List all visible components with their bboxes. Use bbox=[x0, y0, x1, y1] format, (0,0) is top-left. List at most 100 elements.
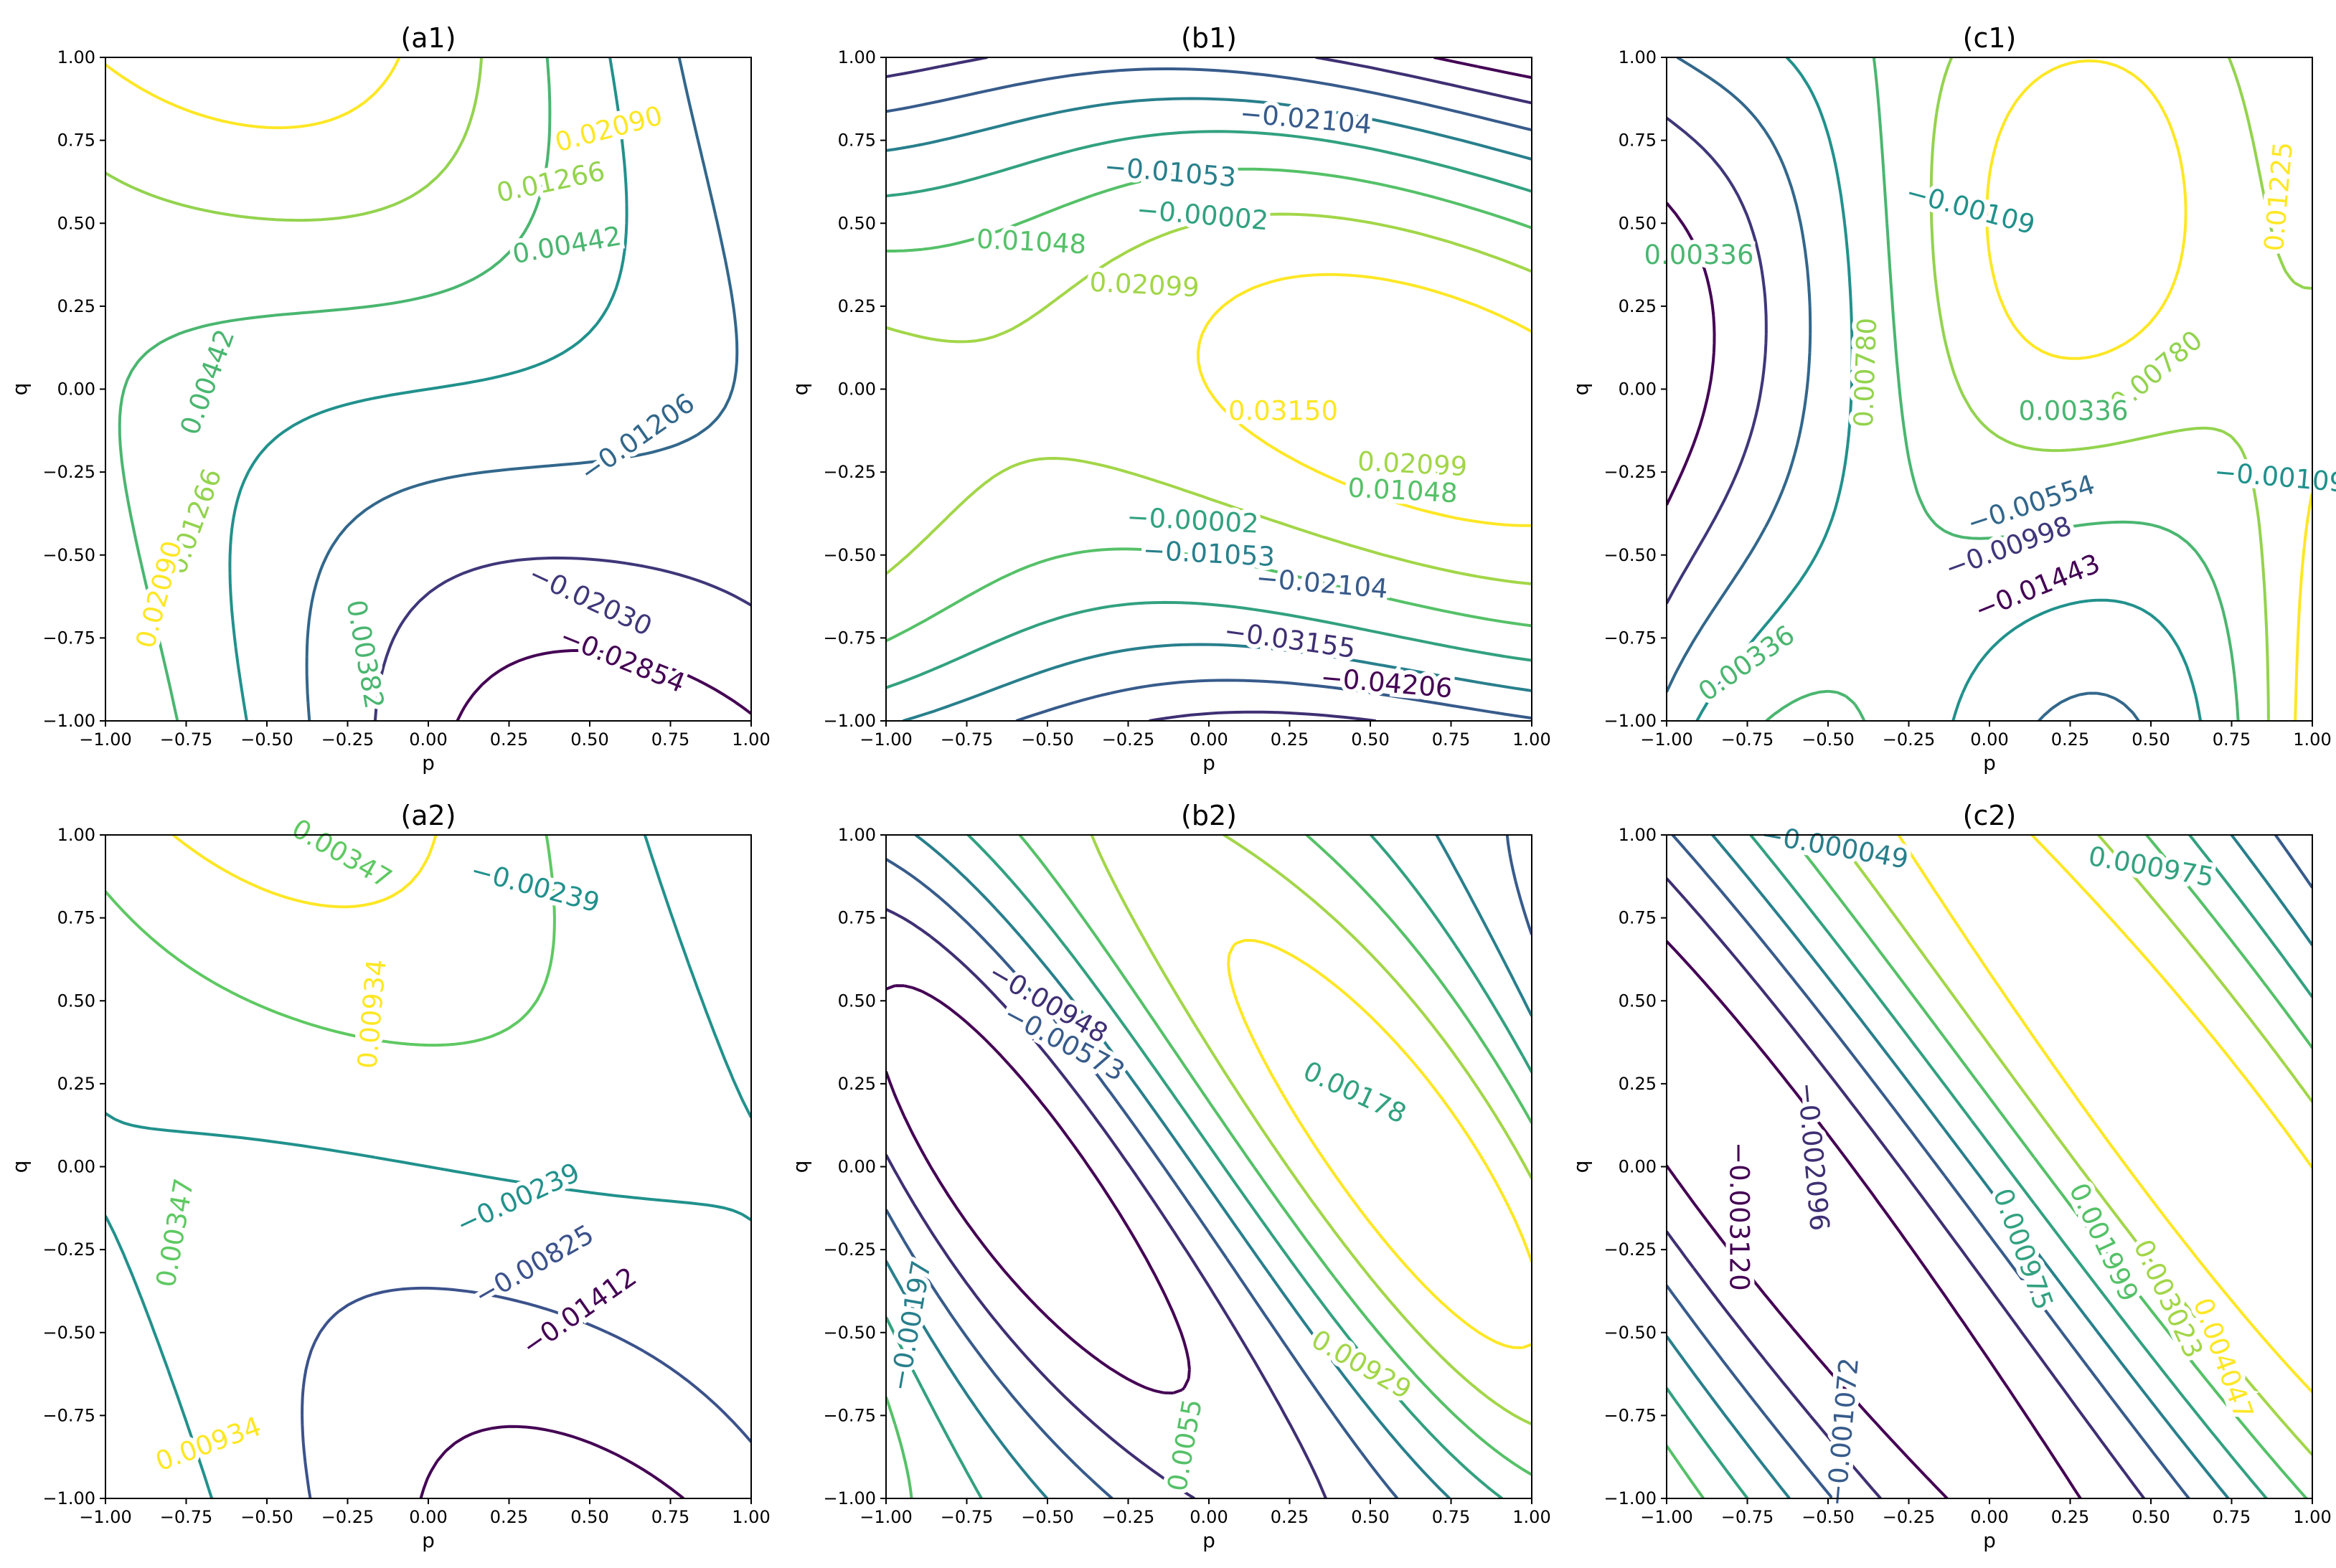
contour-level-0 bbox=[886, 984, 1191, 1395]
contour-label: −0.00109 bbox=[2213, 456, 2336, 499]
contour-label: −0.00109 bbox=[1903, 176, 2038, 240]
contour-level-6 bbox=[105, 57, 401, 130]
contour-label: −0.02104 bbox=[1255, 562, 1389, 605]
y-tick-label: −0.50 bbox=[823, 1323, 876, 1343]
y-tick-label: −1.00 bbox=[823, 711, 876, 731]
y-tick-label: 0.00 bbox=[1619, 1157, 1657, 1177]
contour-level-3 bbox=[886, 97, 1532, 721]
y-axis-label: q bbox=[8, 383, 32, 396]
contour-lines bbox=[105, 57, 751, 721]
contour-level-6 bbox=[1833, 835, 2312, 1456]
contour-level-4 bbox=[1667, 835, 2312, 1498]
x-tick-label: 0.00 bbox=[1190, 1507, 1228, 1527]
y-tick-label: −0.50 bbox=[42, 1323, 95, 1343]
contour-label: 0.01266 bbox=[494, 156, 608, 209]
contour-label: −0.01206 bbox=[575, 387, 700, 488]
contour-label: 0.01225 bbox=[2259, 141, 2299, 252]
x-tick-label: −0.25 bbox=[1102, 729, 1155, 750]
contour-label: −0.003120 bbox=[1724, 1142, 1755, 1291]
contour-level-2 bbox=[305, 57, 739, 721]
contour-label: −0.001072 bbox=[1821, 1356, 1865, 1508]
x-tick-label: 0.25 bbox=[490, 1507, 528, 1527]
contour-label: 0.000975 bbox=[1987, 1184, 2059, 1314]
panel-c2: −0.000049 0.000975 −0.003120 −0.002096 −0.00… bbox=[1569, 800, 2332, 1552]
x-tick-label: 0.25 bbox=[1271, 1507, 1309, 1527]
x-tick-label: −0.25 bbox=[321, 729, 375, 750]
contour-level-0 bbox=[419, 1425, 685, 1498]
x-tick-label: −0.50 bbox=[240, 1507, 293, 1527]
contour-level-4 bbox=[886, 835, 1532, 1498]
x-tick-label: −1.00 bbox=[1640, 729, 1693, 750]
contour-level-1 bbox=[1667, 116, 1768, 605]
contour-label: 0.00934 bbox=[151, 1411, 265, 1478]
x-axis-label: p bbox=[1202, 1529, 1215, 1552]
contour-level-1 bbox=[301, 1286, 751, 1498]
y-axis-label: q bbox=[788, 1161, 812, 1173]
y-tick-label: 0.50 bbox=[57, 991, 95, 1011]
y-tick-label: −0.25 bbox=[823, 462, 876, 482]
contour-level-1 bbox=[886, 907, 1327, 1498]
y-tick-label: −1.00 bbox=[823, 1488, 876, 1508]
contour-label: −0.00002 bbox=[1136, 194, 1270, 237]
contour-level-7 bbox=[1196, 273, 1532, 527]
x-tick-label: −1.00 bbox=[859, 729, 913, 750]
x-tick-label: −1.00 bbox=[79, 729, 132, 750]
x-tick-label: −0.75 bbox=[160, 729, 213, 750]
y-tick-label: −0.75 bbox=[42, 1405, 95, 1425]
x-tick-label: −0.75 bbox=[1721, 729, 1774, 750]
contour-label: 0.02090 bbox=[552, 100, 666, 158]
contour-lines bbox=[886, 57, 1532, 721]
contour-level-3 bbox=[228, 57, 628, 721]
y-tick-label: 0.75 bbox=[1619, 131, 1657, 151]
contour-label: 0.01048 bbox=[1347, 472, 1459, 509]
x-tick-label: −0.50 bbox=[240, 729, 293, 750]
contour-level-5 bbox=[886, 167, 1532, 643]
panel-title: (a2) bbox=[400, 800, 456, 831]
contour-label: −0.02854 bbox=[555, 620, 689, 699]
y-tick-label: 0.00 bbox=[838, 379, 876, 400]
y-axis-label: q bbox=[788, 383, 812, 396]
y-tick-label: 0.25 bbox=[1619, 296, 1657, 316]
x-tick-label: −0.25 bbox=[321, 1507, 375, 1527]
contour-label: −0.00002 bbox=[1126, 501, 1260, 539]
contour-label: 0.0055 bbox=[1162, 1397, 1208, 1493]
contour-label: −0.00239 bbox=[468, 854, 603, 918]
contour-level-1 bbox=[373, 556, 751, 721]
x-tick-label: −0.50 bbox=[1802, 1507, 1855, 1527]
contour-level-2 bbox=[1667, 835, 2312, 1498]
panel-title: (c1) bbox=[1963, 22, 2017, 54]
y-tick-label: −1.00 bbox=[1603, 1488, 1657, 1508]
contour-label: 0.03150 bbox=[1228, 395, 1338, 426]
x-tick-label: −0.75 bbox=[160, 1507, 213, 1527]
x-axis-label: p bbox=[422, 751, 435, 775]
y-tick-label: 0.00 bbox=[57, 379, 95, 400]
x-tick-label: 0.00 bbox=[1190, 729, 1228, 750]
y-tick-label: −0.25 bbox=[823, 1239, 876, 1260]
axes-frame bbox=[885, 834, 1532, 1499]
contour-label: 0.00336 bbox=[1692, 619, 1800, 707]
y-tick-label: −0.75 bbox=[1603, 1405, 1657, 1425]
x-tick-label: 0.75 bbox=[2213, 729, 2251, 750]
panel-title: (c2) bbox=[1963, 800, 2017, 831]
panel-b1: −0.02104−0.01053−0.000020.010480.020990.… bbox=[788, 22, 1551, 775]
y-tick-label: −0.75 bbox=[823, 628, 876, 648]
contour-lines bbox=[1667, 835, 2312, 1498]
contour-label: 0.01048 bbox=[976, 224, 1087, 260]
contour-level-7 bbox=[1227, 938, 1532, 1349]
y-tick-label: 1.00 bbox=[57, 825, 95, 845]
contour-level-5 bbox=[1929, 57, 2312, 721]
x-tick-label: 1.00 bbox=[1512, 729, 1550, 750]
x-tick-label: −0.50 bbox=[1802, 729, 1855, 750]
contour-level-4 bbox=[886, 130, 1532, 689]
x-tick-label: 0.75 bbox=[651, 729, 689, 750]
y-tick-label: 0.00 bbox=[57, 1157, 95, 1177]
x-tick-label: −0.50 bbox=[1021, 1507, 1074, 1527]
x-tick-label: 0.50 bbox=[2132, 729, 2170, 750]
y-tick-label: 0.75 bbox=[838, 908, 876, 928]
contour-level-6 bbox=[886, 212, 1532, 585]
x-tick-label: −0.25 bbox=[1102, 1507, 1155, 1527]
axes-frame bbox=[1666, 834, 2313, 1499]
x-tick-label: 1.00 bbox=[732, 729, 770, 750]
y-tick-label: 0.75 bbox=[57, 908, 95, 928]
